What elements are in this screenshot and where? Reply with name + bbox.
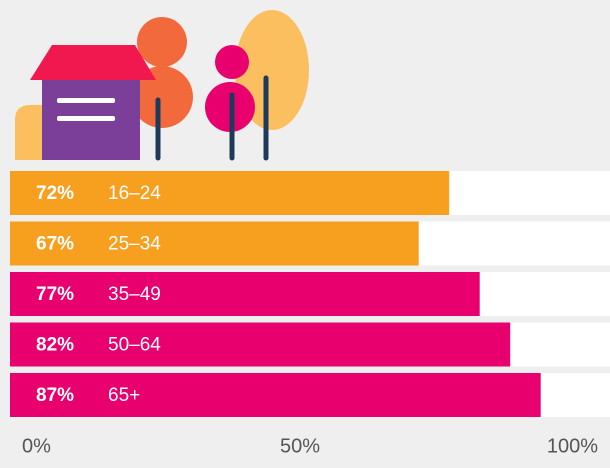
bar bbox=[10, 322, 511, 367]
bar bbox=[10, 373, 541, 417]
category-label: 65+ bbox=[108, 385, 140, 406]
category-label: 16–24 bbox=[108, 183, 161, 204]
x-tick-label: 100% bbox=[547, 435, 598, 457]
bar bbox=[10, 272, 480, 316]
value-label: 77% bbox=[36, 284, 74, 305]
category-label: 35–49 bbox=[108, 284, 161, 305]
value-label: 72% bbox=[36, 183, 74, 204]
illustration bbox=[15, 10, 309, 161]
category-label: 25–34 bbox=[108, 234, 161, 255]
bar bbox=[10, 171, 450, 215]
value-label: 87% bbox=[36, 385, 74, 406]
value-label: 82% bbox=[36, 335, 74, 356]
x-tick-label: 0% bbox=[22, 435, 51, 457]
x-tick-label: 50% bbox=[280, 435, 320, 457]
category-label: 50–64 bbox=[108, 335, 161, 356]
bar bbox=[10, 221, 419, 266]
value-label: 67% bbox=[36, 234, 74, 255]
